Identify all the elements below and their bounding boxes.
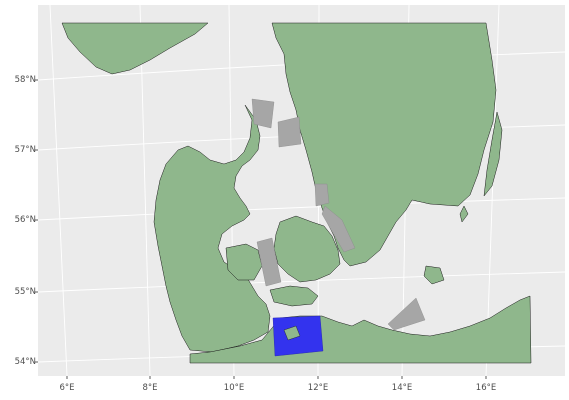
land-layer: [61, 22, 532, 364]
lat-label-56: 56°N: [14, 215, 36, 225]
lon-label-8: 8°E: [142, 383, 158, 393]
graticule-lon-16: [485, 4, 500, 377]
kattegat-area-north: [314, 183, 330, 207]
lon-label-14: 14°E: [391, 383, 413, 393]
lon-label-10: 10°E: [223, 383, 245, 393]
lat-label-58: 58°N: [14, 75, 36, 85]
lat-label-54: 54°N: [14, 357, 36, 367]
lon-label-16: 16°E: [475, 383, 497, 393]
lat-label-57: 57°N: [14, 145, 36, 155]
skagerrak-area-east: [277, 116, 302, 148]
lon-label-6: 6°E: [59, 383, 75, 393]
arkona-area: [387, 297, 426, 331]
graticule-lat-57: [37, 124, 566, 151]
jutland-land: [153, 104, 271, 353]
fehmarn-island: [283, 325, 301, 341]
gotland-land: [483, 111, 503, 197]
lolland-falster-land: [269, 285, 319, 307]
sweden-land: [271, 22, 497, 267]
kattegat-area-south: [321, 205, 356, 253]
oland-land: [459, 205, 469, 223]
norway-land: [61, 22, 209, 75]
gray-areas: [251, 98, 426, 331]
great-belt-area: [256, 237, 282, 287]
graticule-lon-6: [49, 4, 68, 377]
lon-label-12: 12°E: [307, 383, 329, 393]
axis-ticks: [35, 79, 487, 379]
lat-label-55: 55°N: [14, 287, 36, 297]
bornholm-land: [423, 265, 445, 285]
skagerrak-area-west: [251, 98, 275, 129]
funen-land: [225, 243, 263, 281]
graticule-lon-8: [139, 4, 151, 377]
